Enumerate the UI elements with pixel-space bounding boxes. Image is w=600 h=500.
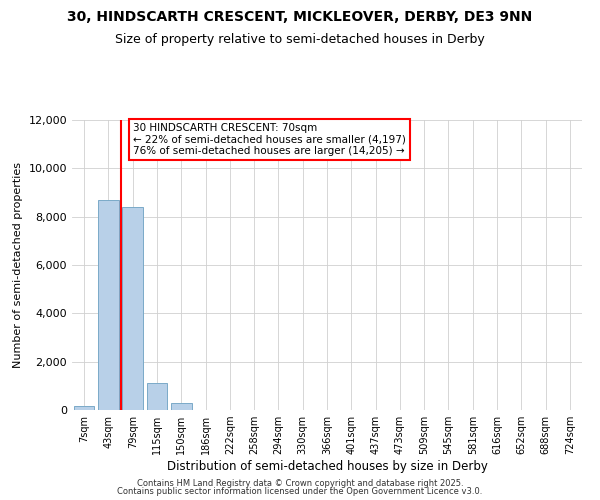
Text: Contains HM Land Registry data © Crown copyright and database right 2025.: Contains HM Land Registry data © Crown c…: [137, 478, 463, 488]
Bar: [146, 384, 167, 410]
Text: Contains public sector information licensed under the Open Government Licence v3: Contains public sector information licen…: [118, 487, 482, 496]
Bar: [98, 200, 119, 410]
Bar: [171, 403, 191, 410]
X-axis label: Distribution of semi-detached houses by size in Derby: Distribution of semi-detached houses by …: [167, 460, 487, 473]
Text: 30, HINDSCARTH CRESCENT, MICKLEOVER, DERBY, DE3 9NN: 30, HINDSCARTH CRESCENT, MICKLEOVER, DER…: [67, 10, 533, 24]
Text: Size of property relative to semi-detached houses in Derby: Size of property relative to semi-detach…: [115, 32, 485, 46]
Bar: [74, 406, 94, 410]
Text: 30 HINDSCARTH CRESCENT: 70sqm
← 22% of semi-detached houses are smaller (4,197)
: 30 HINDSCARTH CRESCENT: 70sqm ← 22% of s…: [133, 123, 406, 156]
Y-axis label: Number of semi-detached properties: Number of semi-detached properties: [13, 162, 23, 368]
Bar: [122, 207, 143, 410]
